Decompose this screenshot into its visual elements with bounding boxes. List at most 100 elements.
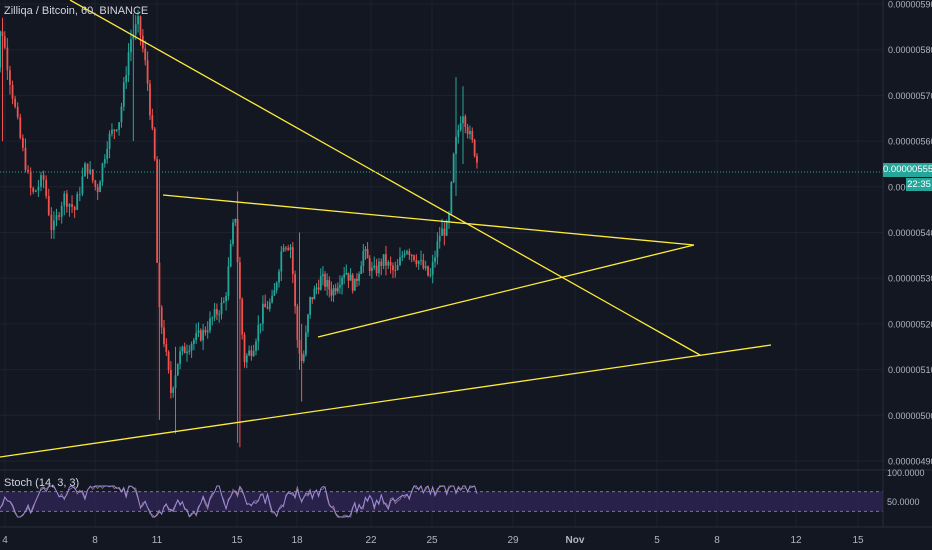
candle-down [153, 128, 156, 160]
candle-down [473, 139, 476, 156]
candle-up [197, 330, 200, 333]
candle-down [243, 334, 246, 363]
candle-up [259, 323, 262, 326]
candle-down [183, 346, 186, 354]
candle-down [392, 265, 394, 271]
candle-down [58, 215, 61, 217]
candle-up [336, 287, 339, 292]
time-axis[interactable]: 4 8 11 15 18 22 25 29 Nov 5 8 12 15 [2, 535, 864, 546]
candle-down [149, 83, 151, 116]
candle-up [60, 205, 63, 217]
candle-down [73, 206, 76, 210]
candle-up [172, 388, 175, 393]
candle-up [289, 247, 292, 250]
candle-up [438, 235, 441, 242]
candle-up [455, 136, 457, 154]
stoch-axis: 100.0000 50.0000 [887, 468, 925, 507]
candle-down [471, 131, 474, 140]
candle-up [268, 302, 271, 309]
bar-countdown-tag: 22:35 [906, 178, 932, 191]
candle-down [366, 249, 369, 259]
candle-up [111, 129, 113, 134]
candle-up [469, 131, 471, 135]
price-tick-label: 0.00000570 [888, 91, 932, 101]
candle-up [229, 243, 232, 267]
time-tick-label: 4 [2, 535, 8, 546]
candle-down [27, 169, 29, 172]
candle-down [408, 251, 411, 255]
candle-up [186, 351, 188, 354]
candle-down [216, 309, 218, 315]
candle-down [14, 98, 17, 107]
price-tick-label: 0.00000530 [888, 274, 932, 284]
candle-up [125, 75, 128, 83]
price-tick-label: 0.00000490 [888, 457, 932, 467]
price-axis[interactable]: 0.00000590 0.00000580 0.00000570 0.00000560… [888, 0, 932, 467]
candle-up [195, 332, 198, 341]
candle-down [287, 248, 290, 250]
candle-down [394, 270, 397, 272]
current-price-tag: 0.00000555 [883, 163, 932, 177]
candle-down [65, 193, 68, 207]
candle-up [371, 267, 373, 271]
candle-up [122, 82, 125, 107]
candle-up [190, 343, 193, 351]
candle-up [176, 363, 179, 376]
candle-up [452, 153, 455, 183]
candle-up [360, 265, 363, 274]
stoch-indicator-label[interactable]: Stoch (14, 3, 3) [4, 477, 80, 489]
candle-down [422, 260, 425, 269]
candle-down [47, 196, 50, 215]
candle-up [34, 190, 37, 192]
candle-up [257, 325, 260, 342]
candle-up [309, 297, 312, 315]
trendlines [0, 0, 772, 458]
candle-up [134, 24, 137, 35]
candle-down [21, 137, 24, 148]
candle-down [311, 297, 314, 300]
candle-up [213, 309, 216, 318]
candle-down [266, 307, 269, 309]
candle-up [343, 274, 346, 278]
candle-down [466, 126, 469, 135]
candle-up [396, 265, 399, 271]
trendline-descending-resistance [69, 0, 701, 356]
candle-down [6, 47, 9, 71]
candle-up [202, 329, 204, 341]
candle-down [464, 116, 467, 127]
candle-down [9, 70, 11, 85]
candle-up [326, 280, 329, 287]
candle-up [345, 272, 348, 275]
candle-down [264, 303, 267, 308]
candle-up [84, 163, 86, 177]
candle-down [167, 351, 170, 371]
candle-up [137, 16, 139, 25]
price-tick-label: 0.00000520 [888, 319, 932, 329]
candle-down [443, 228, 446, 236]
candle-down [151, 115, 154, 129]
candle-up [273, 290, 276, 296]
candle-down [239, 262, 241, 299]
stoch-k-line [0, 484, 478, 518]
candle-down [11, 84, 14, 99]
candle-down [413, 255, 415, 261]
candle-up [322, 274, 324, 277]
candle-down [16, 106, 19, 118]
candle-up [417, 261, 420, 264]
candle-up [127, 52, 130, 76]
price-tick-label: 0.00000580 [888, 45, 932, 55]
candle-up [304, 332, 307, 355]
candle-up [245, 355, 248, 363]
candle-up [193, 340, 195, 344]
candle-down [91, 169, 94, 181]
candle-up [234, 218, 237, 223]
candle-up [76, 194, 79, 210]
candle-up [220, 302, 223, 315]
time-tick-label: 8 [92, 535, 98, 546]
candle-up [382, 254, 385, 266]
price-tick-label: 0.00000510 [888, 365, 932, 375]
candle-down [160, 306, 163, 328]
candle-up [271, 295, 273, 303]
candle-up [262, 303, 264, 324]
